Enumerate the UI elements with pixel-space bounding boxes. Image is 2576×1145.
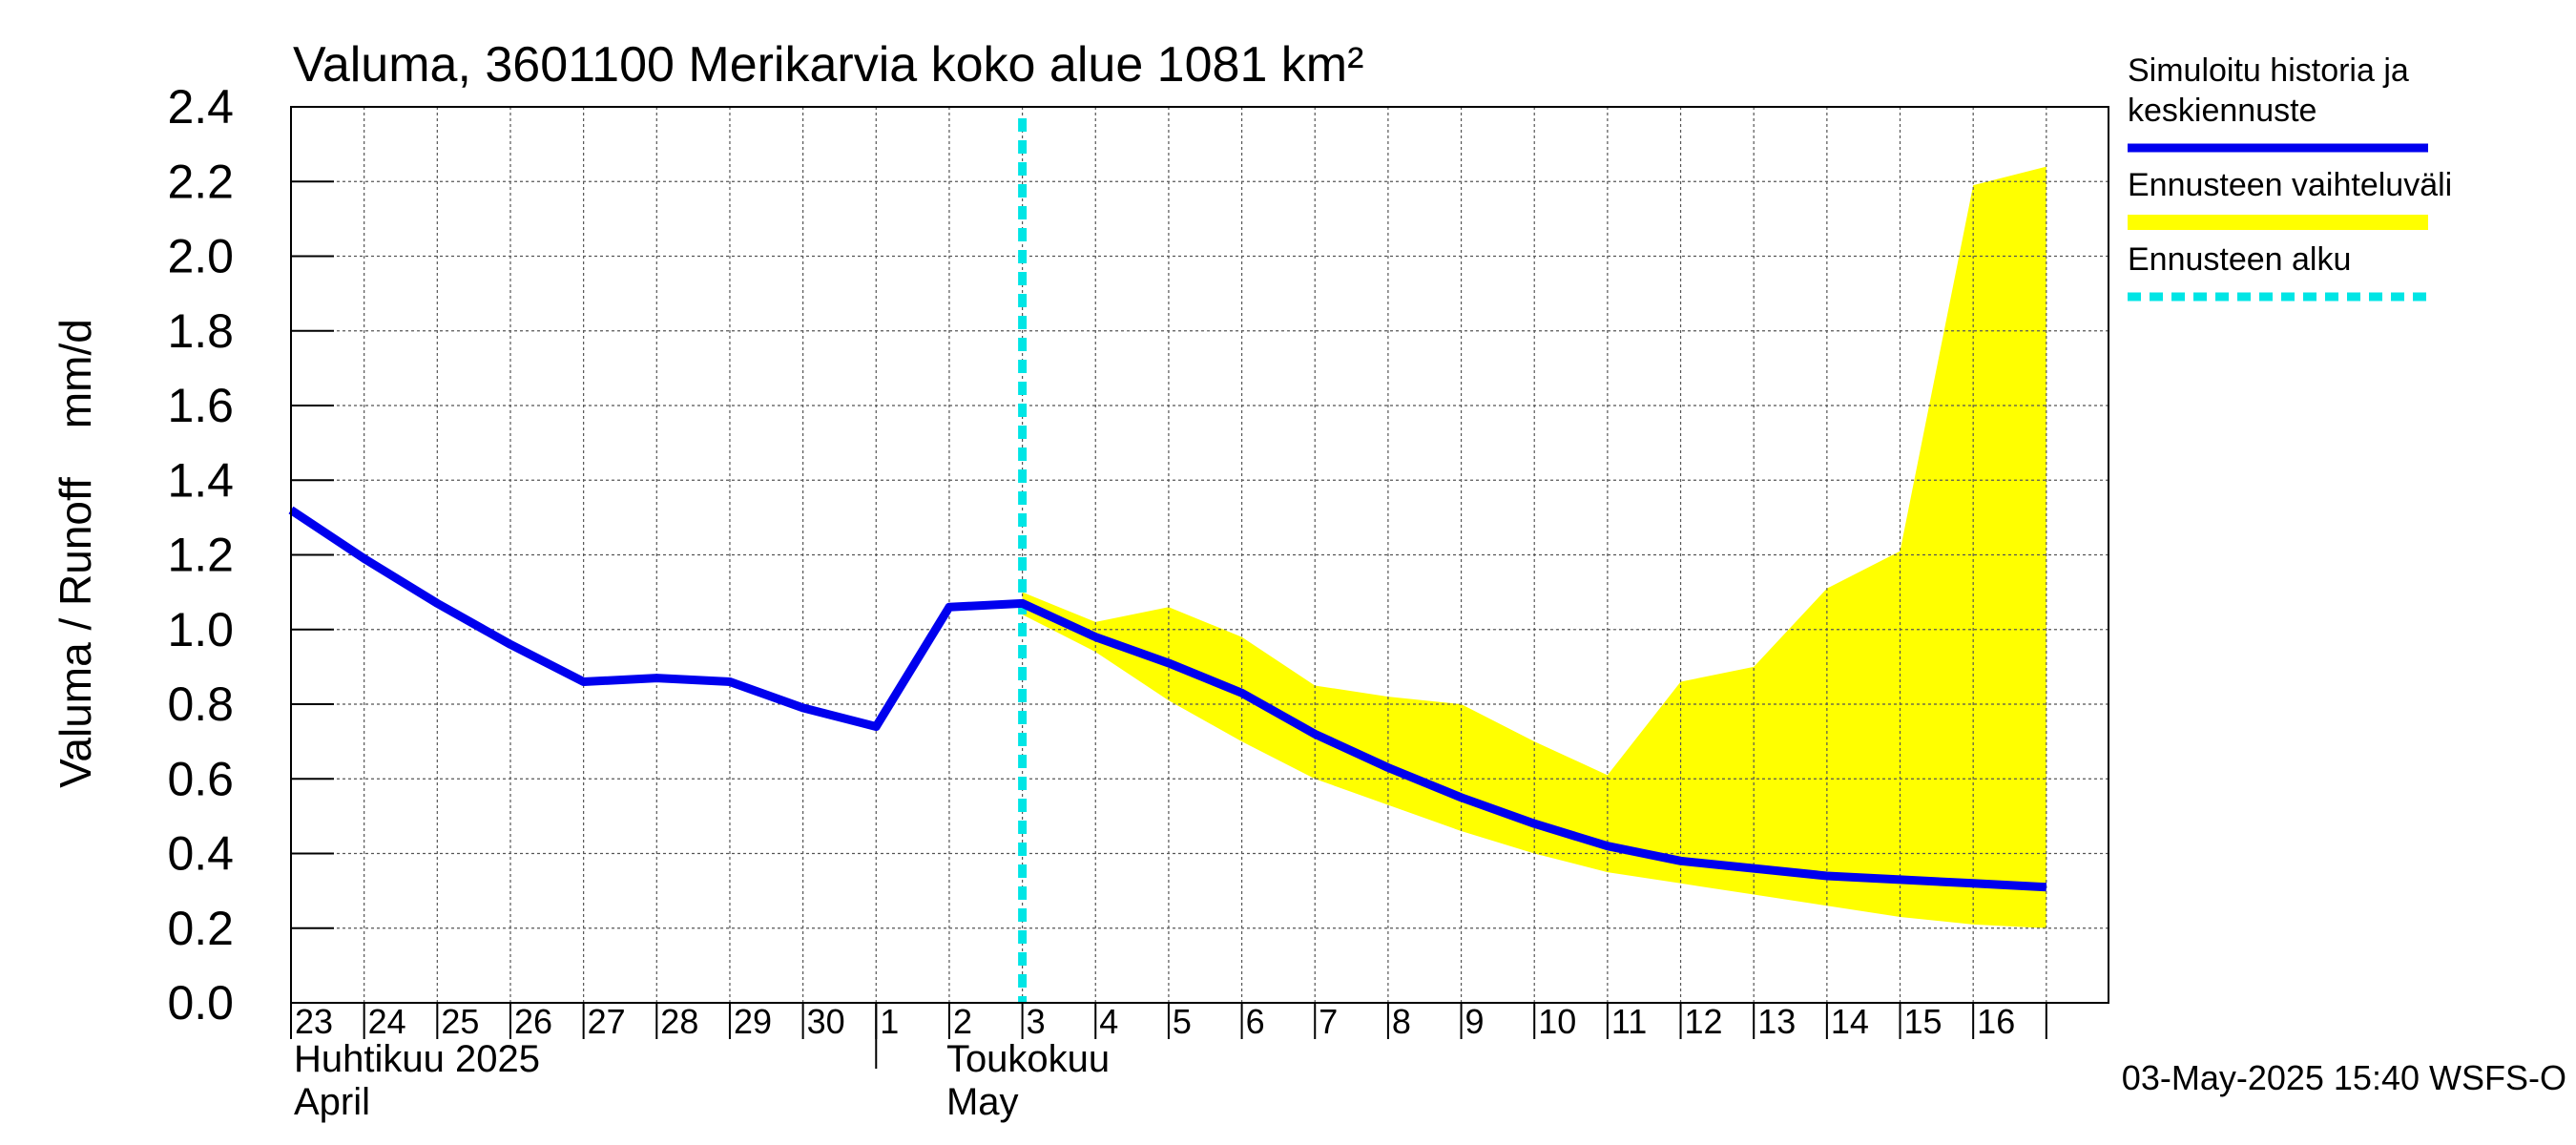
month-label-fi: Huhtikuu 2025	[294, 1038, 540, 1080]
x-tick-label: 29	[734, 1002, 772, 1041]
x-tick-label: 9	[1465, 1002, 1485, 1041]
chart-title: Valuma, 3601100 Merikarvia koko alue 108…	[293, 37, 1363, 93]
y-tick-label: 1.8	[167, 304, 234, 358]
x-tick-label: 15	[1904, 1002, 1942, 1041]
x-tick-label: 6	[1246, 1002, 1265, 1041]
y-tick-label: 2.4	[167, 80, 234, 134]
x-tick-label: 28	[660, 1002, 698, 1041]
x-tick-label: 30	[807, 1002, 845, 1041]
x-tick-label: 3	[1027, 1002, 1046, 1041]
x-tick-label: 11	[1611, 1002, 1647, 1041]
y-tick-label: 1.4	[167, 453, 234, 507]
y-tick-label: 2.0	[167, 230, 234, 283]
x-tick-label: 24	[368, 1002, 406, 1041]
x-tick-label: 27	[588, 1002, 626, 1041]
y-tick-label: 1.0	[167, 603, 234, 656]
x-tick-label: 2	[953, 1002, 972, 1041]
x-tick-label: 4	[1099, 1002, 1118, 1041]
y-tick-label: 0.2	[167, 902, 234, 955]
y-tick-label: 0.4	[167, 827, 234, 881]
x-tick-label: 23	[295, 1002, 333, 1041]
x-tick-label: 1	[880, 1002, 899, 1041]
x-tick-label: 16	[1977, 1002, 2015, 1041]
x-tick-label: 25	[441, 1002, 479, 1041]
legend-label: keskiennuste	[2128, 93, 2316, 129]
legend-label: Simuloitu historia ja	[2128, 52, 2409, 89]
y-axis-label: Valuma / Runoff mm/d	[51, 319, 100, 788]
forecast-range-band	[1022, 166, 2046, 928]
x-tick-label: 13	[1757, 1002, 1796, 1041]
y-tick-label: 0.8	[167, 677, 234, 731]
y-tick-label: 0.0	[167, 976, 234, 1030]
month-label-en: April	[294, 1081, 370, 1123]
legend-label: Ennusteen vaihteluväli	[2128, 167, 2452, 203]
y-tick-label: 1.2	[167, 529, 234, 582]
x-tick-label: 12	[1685, 1002, 1723, 1041]
month-label-fi: Toukokuu	[946, 1038, 1110, 1080]
x-tick-label: 10	[1538, 1002, 1576, 1041]
month-label-en: May	[946, 1081, 1019, 1123]
y-tick-label: 1.6	[167, 379, 234, 432]
y-tick-label: 2.2	[167, 155, 234, 208]
y-tick-label: 0.6	[167, 752, 234, 805]
x-tick-label: 5	[1173, 1002, 1192, 1041]
x-tick-label: 7	[1319, 1002, 1338, 1041]
footer-timestamp: 03-May-2025 15:40 WSFS-O	[2122, 1058, 2566, 1097]
legend-label: Ennusteen alku	[2128, 241, 2351, 278]
x-tick-label: 14	[1831, 1002, 1869, 1041]
x-tick-label: 8	[1392, 1002, 1411, 1041]
x-tick-label: 26	[514, 1002, 552, 1041]
